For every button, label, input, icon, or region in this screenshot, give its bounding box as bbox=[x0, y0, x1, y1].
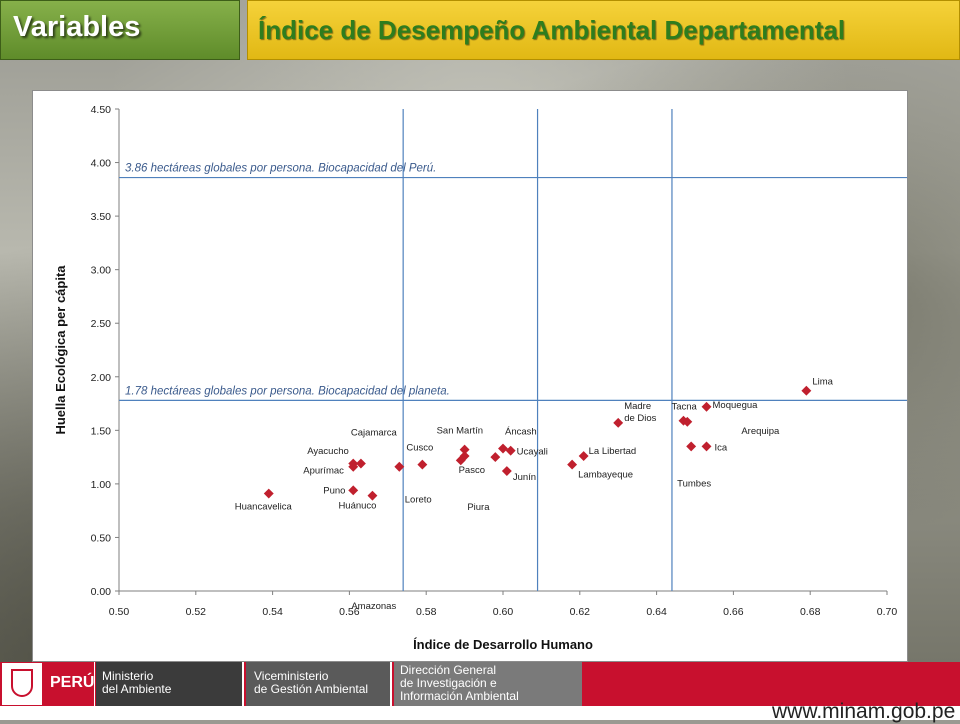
data-point-3 bbox=[355, 458, 366, 469]
point-label: Huancavelica bbox=[235, 502, 293, 513]
coat-of-arms-icon bbox=[2, 663, 42, 705]
data-point-11 bbox=[490, 452, 501, 463]
vice-line1: Viceministerio bbox=[254, 669, 329, 683]
x-tick-label: 0.64 bbox=[646, 606, 667, 618]
page-title: Índice de Desempeño Ambiental Departamen… bbox=[258, 15, 846, 45]
ministry-line1: Ministerio bbox=[102, 669, 154, 683]
x-tick-label: 0.66 bbox=[723, 606, 744, 618]
data-point-0 bbox=[263, 488, 274, 499]
data-point-2 bbox=[348, 458, 359, 469]
biocapacity-label-1: 3.86 hectáreas globales por persona. Bio… bbox=[125, 163, 436, 175]
scatter-chart: 0.00 0.50 1.00 1.50 2.00 2.50 3.00 3.50 4.00 4.50… bbox=[53, 104, 907, 652]
point-label: Junín bbox=[513, 472, 536, 483]
footer-banner: PERÚ Ministerio del Ambiente Viceministe… bbox=[0, 662, 960, 723]
x-axis-title: Índice de Desarrollo Humano bbox=[413, 637, 593, 652]
point-label: Puno bbox=[323, 485, 345, 496]
point-label: Tumbes bbox=[677, 478, 711, 489]
x-tick-label: 0.60 bbox=[493, 606, 514, 618]
point-label: Apurímac bbox=[303, 466, 344, 477]
x-tick-label: 0.50 bbox=[109, 606, 130, 618]
y-tick-label: 0.50 bbox=[91, 532, 112, 544]
point-label: Cusco bbox=[406, 443, 433, 454]
direction-block: Dirección General de Investigación e Inf… bbox=[394, 662, 582, 706]
website-url[interactable]: www.minam.gob.pe bbox=[772, 700, 956, 723]
ministry-block: Ministerio del Ambiente bbox=[96, 662, 244, 706]
data-point-4 bbox=[348, 485, 359, 496]
data-point-6 bbox=[394, 461, 405, 472]
y-tick-label: 2.00 bbox=[91, 372, 112, 384]
x-tick-label: 0.62 bbox=[570, 606, 591, 618]
x-tick-label: 0.68 bbox=[800, 606, 821, 618]
point-label: Moquegua bbox=[713, 400, 759, 411]
data-point-17 bbox=[613, 417, 624, 428]
variables-tab-label: Variables bbox=[13, 11, 141, 43]
data-point-22 bbox=[701, 441, 712, 452]
point-label: Áncash bbox=[505, 427, 537, 438]
point-label: Loreto bbox=[405, 494, 432, 505]
data-point-10 bbox=[459, 451, 470, 461]
point-label: Pasco bbox=[459, 465, 485, 476]
data-point-12 bbox=[498, 443, 508, 454]
title-bar: Índice de Desempeño Ambiental Departamen… bbox=[247, 0, 960, 60]
point-label: Lima bbox=[812, 377, 833, 388]
point-label: Huánuco bbox=[338, 501, 376, 512]
x-tick-label: 0.56 bbox=[339, 606, 360, 618]
biocapacity-label-2: 1.78 hectáreas globales por persona. Bio… bbox=[125, 385, 450, 397]
point-label: Piura bbox=[467, 502, 490, 513]
point-label: Madre bbox=[624, 401, 651, 412]
data-point-21 bbox=[686, 441, 697, 452]
y-tick-label: 4.00 bbox=[91, 158, 112, 170]
data-point-20 bbox=[701, 401, 712, 412]
peru-logo: PERÚ bbox=[46, 662, 95, 706]
peru-label: PERÚ bbox=[50, 674, 95, 691]
point-label: Tacna bbox=[671, 402, 697, 413]
point-label: Lambayeque bbox=[578, 470, 633, 481]
point-label: La Libertad bbox=[589, 446, 637, 457]
point-label: Cajamarca bbox=[351, 428, 398, 439]
y-tick-label: 2.50 bbox=[91, 318, 112, 330]
data-point-19 bbox=[682, 416, 693, 427]
vice-ministry-block: Viceministerio de Gestión Ambiental bbox=[246, 662, 392, 706]
dir-line3: Información Ambiental bbox=[400, 689, 519, 703]
point-label: San Martín bbox=[437, 426, 483, 437]
dir-line1: Dirección General bbox=[400, 663, 497, 677]
ministry-line2: del Ambiente bbox=[102, 682, 172, 696]
data-point-16 bbox=[578, 451, 589, 461]
x-tick-label: 0.70 bbox=[877, 606, 898, 618]
y-axis-title: Huella Ecológica per cápita bbox=[53, 265, 68, 435]
point-label: Amazonas bbox=[351, 601, 396, 612]
y-tick-label: 0.00 bbox=[91, 586, 112, 598]
variables-tab[interactable]: Variables bbox=[0, 0, 240, 60]
y-tick-label: 3.00 bbox=[91, 265, 112, 277]
data-point-5 bbox=[367, 490, 378, 501]
y-tick-label: 1.50 bbox=[91, 425, 112, 437]
point-label: Ica bbox=[715, 442, 728, 453]
data-point-15 bbox=[567, 459, 578, 470]
vice-line2: de Gestión Ambiental bbox=[254, 682, 369, 696]
x-tick-label: 0.52 bbox=[186, 606, 207, 618]
x-tick-label: 0.58 bbox=[416, 606, 437, 618]
point-label: Arequipa bbox=[741, 426, 780, 437]
y-tick-label: 3.50 bbox=[91, 211, 112, 223]
footer-red-band-right bbox=[582, 662, 960, 706]
point-label: Ucayali bbox=[517, 447, 548, 458]
data-point-9 bbox=[459, 444, 470, 455]
point-label: de Dios bbox=[624, 413, 656, 424]
chart-panel: 0.00 0.50 1.00 1.50 2.00 2.50 3.00 3.50 4.00 4.50… bbox=[32, 90, 908, 662]
dir-line2: de Investigación e bbox=[400, 676, 497, 690]
data-point-13 bbox=[505, 445, 516, 456]
data-point-14 bbox=[501, 466, 512, 476]
y-tick-label: 1.00 bbox=[91, 479, 112, 491]
point-label: Ayacucho bbox=[307, 446, 349, 457]
data-point-7 bbox=[417, 459, 428, 470]
x-tick-label: 0.54 bbox=[262, 606, 283, 618]
data-point-23 bbox=[801, 385, 812, 396]
y-tick-label: 4.50 bbox=[91, 104, 112, 116]
